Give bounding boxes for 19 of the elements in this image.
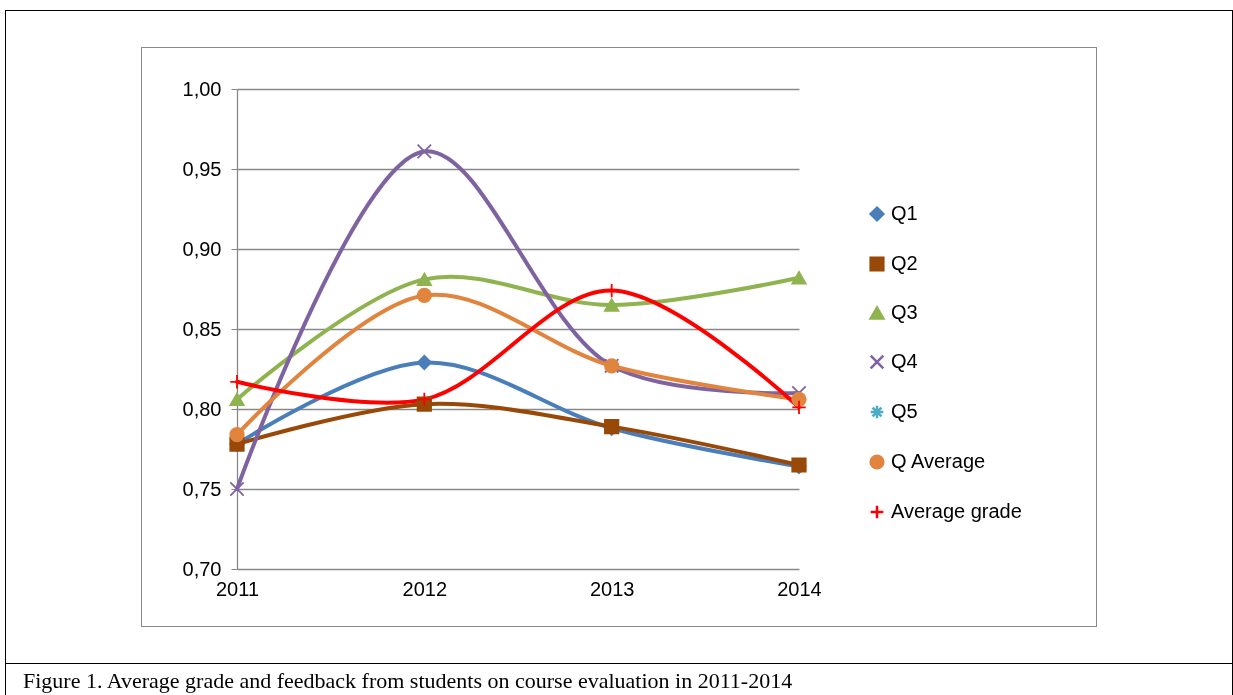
y-tick-label: 1,00 <box>182 77 222 100</box>
y-tick-label: 0,75 <box>182 477 222 500</box>
x-tick-label: 2011 <box>215 577 260 600</box>
x-tick-label: 2013 <box>589 577 635 600</box>
caption: Figure 1. Average grade and feedback from students on course evaluation in 2011-2014 <box>6 663 1232 694</box>
y-tick-label: 0,85 <box>182 317 222 340</box>
x-tick-label: 2014 <box>777 577 822 600</box>
y-tick-label: 0,90 <box>182 237 222 260</box>
legend-label: Q Average <box>891 450 986 472</box>
legend-label: Q2 <box>891 252 918 274</box>
legend-label: Average grade <box>891 500 1022 522</box>
legend-label: Q5 <box>891 400 918 422</box>
y-tick-label: 0,80 <box>182 397 222 420</box>
legend-label: Q3 <box>891 301 918 323</box>
y-tick-label: 0,70 <box>182 557 222 580</box>
y-tick-label: 0,95 <box>182 157 222 180</box>
x-tick-label: 2012 <box>402 577 448 600</box>
legend-label: Q1 <box>891 202 918 224</box>
legend-label: Q4 <box>891 350 918 372</box>
